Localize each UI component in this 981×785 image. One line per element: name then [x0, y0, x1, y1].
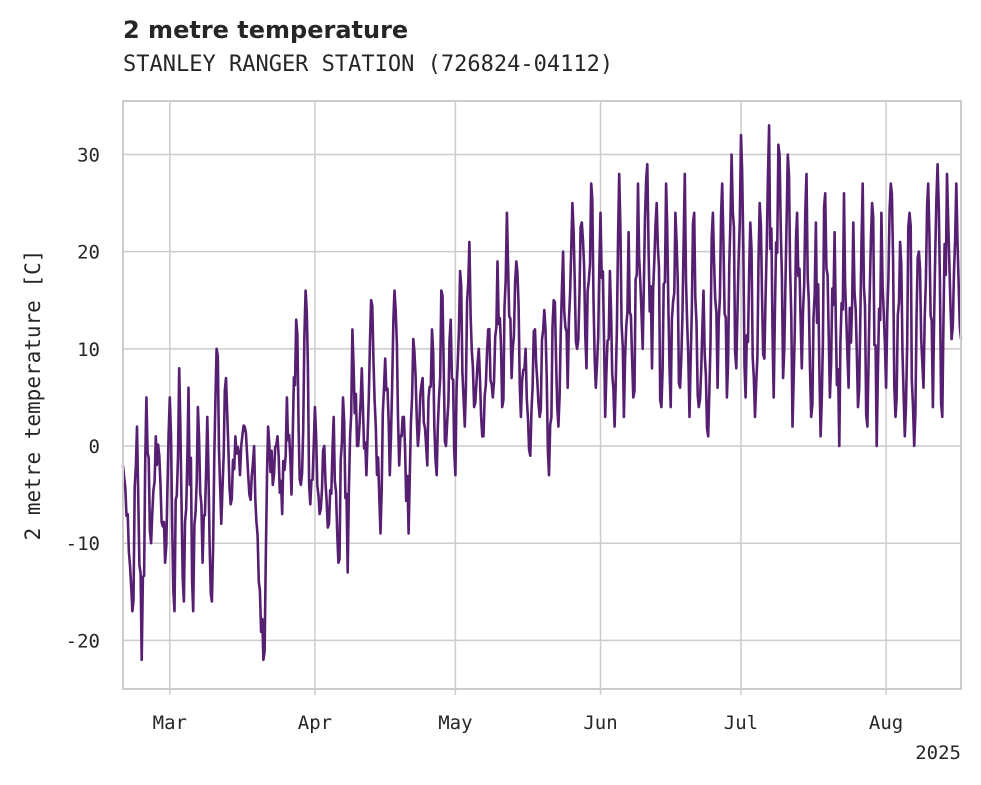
- series-layer: [121, 124, 963, 662]
- grid: [123, 101, 961, 689]
- y-tick-label: 0: [89, 436, 100, 458]
- y-tick-label: -10: [66, 533, 100, 555]
- x-tick-label: Mar: [153, 712, 187, 734]
- y-tick-label: 10: [77, 339, 100, 361]
- y-tick-label: 30: [77, 144, 100, 166]
- temperature-series-line: [121, 124, 963, 662]
- y-tick-label: -20: [66, 630, 100, 652]
- x-axis-offset-label: 2025: [915, 742, 961, 764]
- y-axis: -20 -10 0 10 20 30: [66, 144, 100, 652]
- chart-title: 2 metre temperature: [123, 16, 409, 44]
- chart-subtitle: STANLEY RANGER STATION (726824-04112): [123, 52, 614, 77]
- y-axis-label: 2 metre temperature [C]: [21, 250, 45, 541]
- plot-frame: [122, 100, 962, 690]
- x-tick-label: Apr: [298, 712, 332, 734]
- x-tick-label: Jun: [583, 712, 617, 734]
- x-tick-label: Aug: [869, 712, 903, 734]
- x-axis: Mar Apr May Jun Jul Aug: [153, 689, 903, 734]
- x-tick-label: May: [438, 712, 472, 734]
- y-tick-label: 20: [77, 242, 100, 264]
- x-tick-label: Jul: [724, 712, 758, 734]
